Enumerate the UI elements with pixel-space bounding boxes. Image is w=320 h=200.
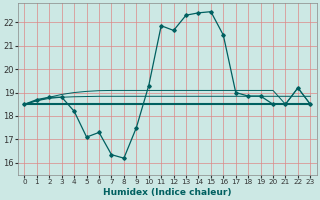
X-axis label: Humidex (Indice chaleur): Humidex (Indice chaleur) (103, 188, 232, 197)
